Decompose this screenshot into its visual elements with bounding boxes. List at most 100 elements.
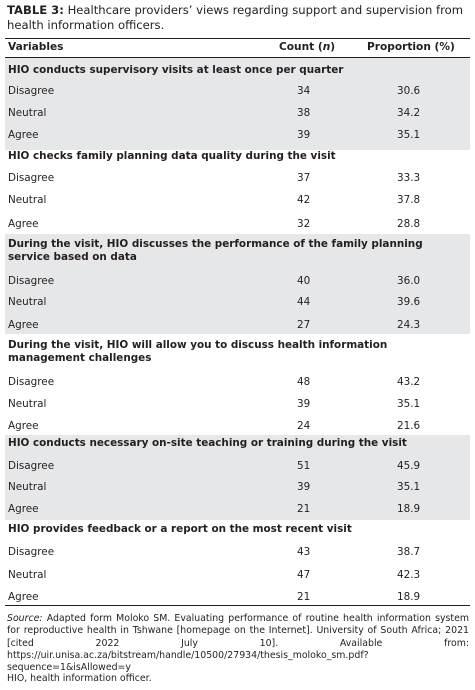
bottom-rule [5,605,470,606]
table-row: Agree 39 35.1 [5,129,470,143]
row-count: 40 [297,275,311,287]
row-label: Agree [8,503,39,515]
table-row: Neutral 44 39.6 [5,296,470,310]
section-supervisory-visits: HIO conducts supervisory visits at least… [5,58,470,150]
row-proportion: 18.9 [397,591,421,603]
section-title: HIO provides feedback or a report on the… [8,523,352,535]
table-row: Disagree 34 30.6 [5,85,470,99]
row-proportion: 35.1 [397,129,421,141]
row-proportion: 42.3 [397,569,421,581]
row-label: Neutral [8,194,47,206]
section-performance-discussion: During the visit, HIO discusses the perf… [5,234,470,334]
section-onsite-training: HIO conducts necessary on-site teaching … [5,435,470,520]
source-note: Source: Adapted form Moloko SM. Evaluati… [7,613,469,674]
row-label: Disagree [8,85,55,97]
table-row: Disagree 43 38.7 [5,546,470,560]
row-count: 43 [297,546,311,558]
row-count: 39 [297,481,311,493]
row-count: 39 [297,129,311,141]
row-proportion: 39.6 [397,296,421,308]
table-row: Agree 24 21.6 [5,420,470,434]
row-count: 39 [297,398,311,410]
abbreviation-note: HIO, health information officer. [7,673,152,684]
table-row: Agree 21 18.9 [5,503,470,517]
row-proportion: 38.7 [397,546,421,558]
top-rule [5,38,470,39]
row-count: 38 [297,107,311,119]
section-title: During the visit, HIO will allow you to … [8,339,388,364]
row-count: 27 [297,319,311,331]
header-count-label: Count ( [279,41,323,53]
section-hi-management-challenges: During the visit, HIO will allow you to … [5,334,470,435]
row-label: Agree [8,319,39,331]
section-title: HIO conducts necessary on-site teaching … [8,437,407,449]
row-proportion: 45.9 [397,460,421,472]
row-label: Disagree [8,376,55,388]
row-proportion: 35.1 [397,481,421,493]
section-feedback-report: HIO provides feedback or a report on the… [5,520,470,605]
row-proportion: 21.6 [397,420,421,432]
header-variables: Variables [8,41,64,53]
table-row: Disagree 48 43.2 [5,376,470,390]
caption-label: TABLE 3: [7,3,64,17]
table-row: Neutral 39 35.1 [5,398,470,412]
row-label: Disagree [8,546,55,558]
header-count-close: ) [330,41,336,53]
source-text: Adapted form Moloko SM. Evaluating perfo… [7,613,469,674]
row-label: Neutral [8,398,47,410]
row-count: 21 [297,503,311,515]
row-count: 37 [297,172,311,184]
section-title: During the visit, HIO discusses the perf… [8,238,423,263]
row-proportion: 35.1 [397,398,421,410]
row-proportion: 18.9 [397,503,421,515]
row-count: 24 [297,420,311,432]
table-row: Disagree 37 33.3 [5,172,470,186]
row-label: Agree [8,591,39,603]
header-rule [5,57,470,58]
table-row: Agree 32 28.8 [5,218,470,232]
table-row: Disagree 51 45.9 [5,460,470,474]
table-row: Neutral 39 35.1 [5,481,470,495]
row-label: Disagree [8,460,55,472]
row-proportion: 36.0 [397,275,421,287]
row-count: 47 [297,569,311,581]
row-proportion: 28.8 [397,218,421,230]
row-label: Disagree [8,172,55,184]
row-label: Neutral [8,481,47,493]
row-count: 51 [297,460,311,472]
table-row: Neutral 38 34.2 [5,107,470,121]
section-data-quality: HIO checks family planning data quality … [5,150,470,234]
row-label: Neutral [8,296,47,308]
table-row: Agree 21 18.9 [5,591,470,605]
row-proportion: 37.8 [397,194,421,206]
section-title: HIO conducts supervisory visits at least… [8,64,344,76]
header-count-n: n [322,41,331,53]
row-label: Disagree [8,275,55,287]
row-count: 42 [297,194,311,206]
row-count: 21 [297,591,311,603]
row-proportion: 34.2 [397,107,421,119]
row-count: 48 [297,376,311,388]
header-proportion: Proportion (%) [367,41,455,53]
row-proportion: 30.6 [397,85,421,97]
table-caption: TABLE 3: Healthcare providers’ views reg… [7,3,469,32]
row-count: 34 [297,85,311,97]
row-count: 32 [297,218,311,230]
row-proportion: 24.3 [397,319,421,331]
table-row: Disagree 40 36.0 [5,275,470,289]
source-label: Source: [7,613,43,624]
caption-text: Healthcare providers’ views regarding su… [7,3,464,32]
row-label: Agree [8,420,39,432]
row-label: Neutral [8,569,47,581]
row-label: Agree [8,129,39,141]
row-count: 44 [297,296,311,308]
table-row: Agree 27 24.3 [5,319,470,333]
row-proportion: 33.3 [397,172,421,184]
row-label: Neutral [8,107,47,119]
table-row: Neutral 42 37.8 [5,194,470,208]
table-row: Neutral 47 42.3 [5,569,470,583]
section-title: HIO checks family planning data quality … [8,150,336,162]
row-proportion: 43.2 [397,376,421,388]
row-label: Agree [8,218,39,230]
